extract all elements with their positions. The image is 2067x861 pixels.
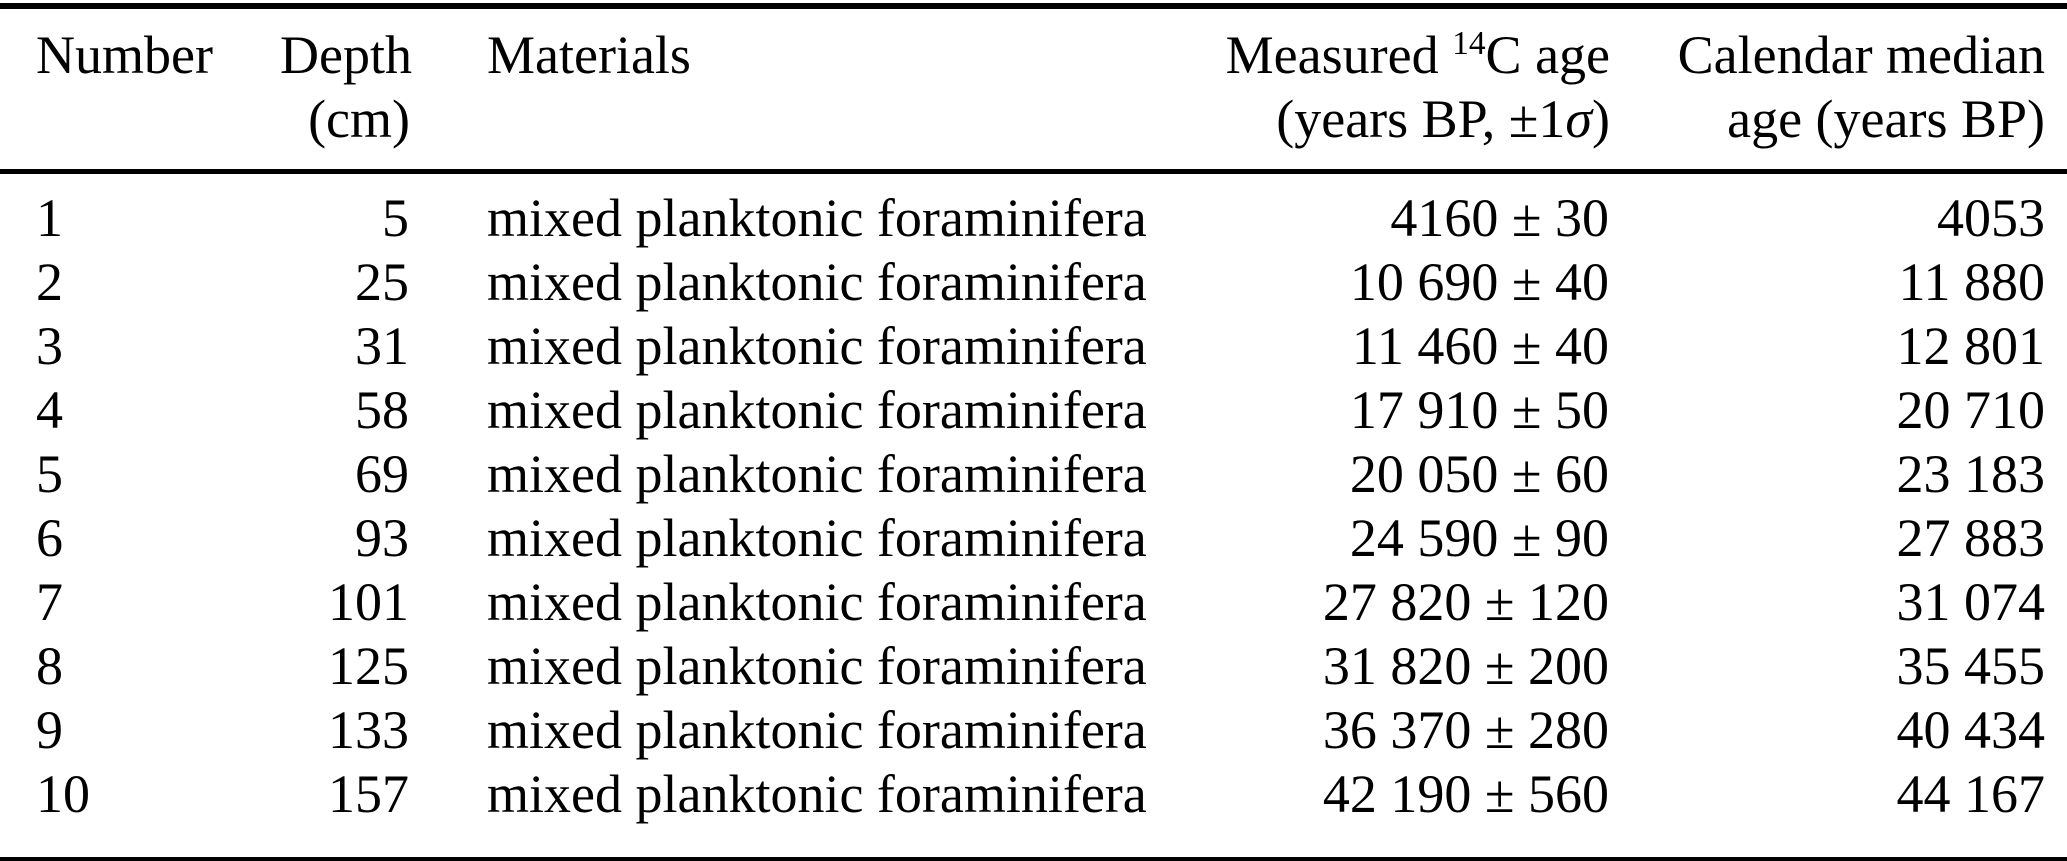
table-row: 5 69 mixed planktonic foraminifera 20 050 ±… [0,442,2067,506]
cell-materials: mixed planktonic foraminifera [487,380,1147,440]
cell-calendar-age: 35 455 [1896,636,2046,696]
table-row: 8 125 mixed planktonic foraminifera 31 820 … [0,634,2067,698]
cell-c14-age: 10 690 ± 40 [1349,252,1609,312]
cell-c14-age: 27 820 ± 120 [1322,572,1609,632]
header-depth-label: Depth [280,25,412,85]
cell-number: 3 [36,316,63,376]
cell-calendar-age: 44 167 [1896,764,2046,824]
table-row: 7 101 mixed planktonic foraminifera 27 820 … [0,570,2067,634]
cell-depth: 69 [355,444,409,504]
cell-number: 1 [36,188,63,248]
cell-calendar-age: 31 074 [1896,572,2046,632]
header-c14-line1: Measured 14C age [1160,23,1610,87]
cell-materials: mixed planktonic foraminifera [487,444,1147,504]
cell-c14-age: 42 190 ± 560 [1322,764,1609,824]
cell-depth: 93 [355,508,409,568]
cell-calendar-age: 23 183 [1896,444,2046,504]
cell-calendar-age: 12 801 [1896,316,2046,376]
cell-c14-age: 24 590 ± 90 [1349,508,1609,568]
header-depth: Depth (cm) [280,6,412,174]
cell-c14-age: 20 050 ± 60 [1349,444,1609,504]
cell-materials: mixed planktonic foraminifera [487,252,1147,312]
header-number: Number [0,6,280,174]
header-number-label: Number [36,25,213,85]
header-materials-label: Materials [487,25,691,85]
header-materials: Materials [410,6,1160,174]
cell-calendar-age: 40 434 [1896,700,2046,760]
cell-c14-age: 4160 ± 30 [1390,188,1609,248]
table-row: 6 93 mixed planktonic foraminifera 24 590 ±… [0,506,2067,570]
cell-materials: mixed planktonic foraminifera [487,636,1147,696]
table-row: 10 157 mixed planktonic foraminifera 42 190… [0,762,2067,860]
table-header: Number Depth (cm) Materials Measured 14C… [0,6,2067,174]
cell-depth: 58 [355,380,409,440]
cell-depth: 125 [328,636,409,696]
table-body: 1 5 mixed planktonic foraminifera 4160 ± 30… [0,172,2067,861]
cell-depth: 133 [328,700,409,760]
header-measured-c14-age: Measured 14C age (years BP, ±1σ) [1160,6,1610,174]
header-c14-age-text: C age [1485,25,1610,85]
cell-depth: 101 [328,572,409,632]
cell-number: 5 [36,444,63,504]
cell-number: 9 [36,700,63,760]
cell-c14-age: 31 820 ± 200 [1322,636,1609,696]
cell-number: 7 [36,572,63,632]
cell-number: 8 [36,636,63,696]
header-depth-unit: (cm) [308,89,410,149]
cell-number: 6 [36,508,63,568]
cell-calendar-age: 20 710 [1896,380,2046,440]
cell-calendar-age: 11 880 [1898,252,2046,312]
header-calendar-median-age: Calendar median age (years BP) [1610,6,2067,174]
header-c14-unit-pre: (years BP, ±1 [1276,89,1566,149]
cell-c14-age: 17 910 ± 50 [1349,380,1609,440]
table-row: 3 31 mixed planktonic foraminifera 11 460 ±… [0,314,2067,378]
sigma-symbol: σ [1565,89,1593,149]
table-row: 2 25 mixed planktonic foraminifera 10 690 ±… [0,250,2067,314]
cell-c14-age: 36 370 ± 280 [1322,700,1609,760]
table-row: 9 133 mixed planktonic foraminifera 36 370 … [0,698,2067,762]
cell-materials: mixed planktonic foraminifera [487,764,1147,824]
header-c14-unit-post: ) [1592,89,1610,149]
cell-materials: mixed planktonic foraminifera [487,700,1147,760]
cell-depth: 31 [355,316,409,376]
header-c14-measured-text: Measured [1225,25,1453,85]
cell-depth: 5 [382,188,409,248]
radiocarbon-age-table: Number Depth (cm) Materials Measured 14C… [0,3,2067,861]
header-calendar-line2: age (years BP) [1727,89,2045,149]
cell-materials: mixed planktonic foraminifera [487,188,1147,248]
cell-materials: mixed planktonic foraminifera [487,508,1147,568]
header-calendar-line1: Calendar median [1677,25,2045,85]
cell-c14-age: 11 460 ± 40 [1351,316,1609,376]
cell-number: 4 [36,380,63,440]
table-row: 1 5 mixed planktonic foraminifera 4160 ± 30… [0,172,2067,251]
cell-materials: mixed planktonic foraminifera [487,572,1147,632]
header-c14-line2: (years BP, ±1σ) [1160,87,1610,151]
cell-number: 2 [36,252,63,312]
cell-depth: 157 [328,764,409,824]
cell-calendar-age: 27 883 [1896,508,2046,568]
cell-calendar-age: 4053 [1937,188,2045,248]
cell-materials: mixed planktonic foraminifera [487,316,1147,376]
cell-number: 10 [36,764,90,824]
header-row: Number Depth (cm) Materials Measured 14C… [0,6,2067,174]
cell-depth: 25 [355,252,409,312]
table-row: 4 58 mixed planktonic foraminifera 17 910 ±… [0,378,2067,442]
isotope-superscript: 14 [1452,25,1486,62]
